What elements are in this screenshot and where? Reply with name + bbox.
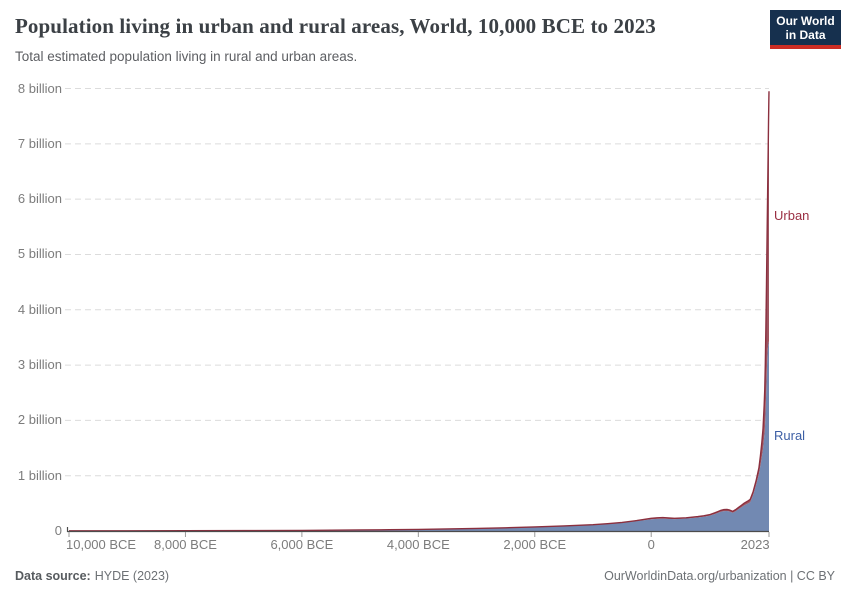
data-source-value: HYDE (2023) [94,569,170,583]
y-axis-label: 7 billion [17,135,62,151]
x-axis-label: 10,000 BCE [66,537,137,552]
x-axis-label: 2023 [740,537,770,552]
attribution-link[interactable]: OurWorldinData.org/urbanization | CC BY [604,569,835,583]
chart-subtitle: Total estimated population living in rur… [15,49,358,64]
page-title: Population living in urban and rural are… [15,14,656,38]
area-urban[interactable] [69,91,769,531]
total-line [69,91,770,532]
x-axis-label: 4,000 BCE [386,537,450,552]
y-axis-label: 8 billion [17,80,62,96]
owid-logo[interactable]: Our World in Data [770,10,841,49]
x-axis-label: 8,000 BCE [154,537,217,552]
series-label-urban[interactable]: Urban [774,208,810,224]
y-axis-label: 1 billion [17,467,62,483]
x-axis-label: 6,000 BCE [270,537,334,552]
x-axis-label: 2,000 BCE [503,537,567,552]
y-axis-label: 3 billion [17,357,62,373]
area-rural[interactable] [69,341,769,531]
y-axis-label: 2 billion [17,412,62,428]
y-axis-label: 5 billion [17,246,62,262]
y-axis-label: 4 billion [17,301,62,317]
y-axis-label: 0 [54,523,62,538]
x-axis-label: 0 [647,537,655,552]
data-source: Data source: HYDE (2023) [15,569,169,583]
series-label-rural[interactable]: Rural [774,428,806,444]
data-source-label: Data source: [15,569,91,583]
y-axis-label: 6 billion [17,191,62,207]
owid-logo-line1: Our World [776,14,835,28]
owid-logo-line2: in Data [785,28,826,42]
